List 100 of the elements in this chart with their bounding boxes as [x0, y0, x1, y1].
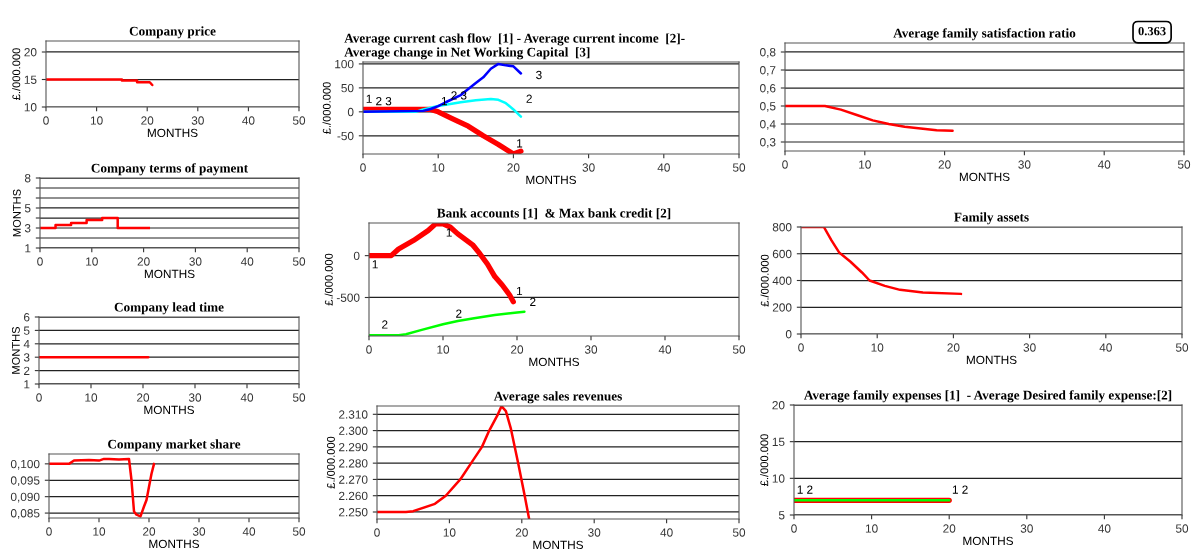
chart-title: Family assets [954, 212, 1029, 225]
text: 1 [372, 260, 378, 269]
y-tick-label: 2 [24, 366, 30, 375]
x-tick-label: 50 [1175, 343, 1189, 352]
y-tick-label: 3 [24, 224, 31, 233]
y-tick-label: 5 [24, 204, 31, 213]
chart-title: Company market share [108, 439, 241, 452]
text: 2 [962, 485, 968, 494]
x-tick-label: 20 [507, 163, 520, 172]
x-tick-label: 30 [582, 163, 595, 172]
y-axis-title: £./000.000 [760, 254, 769, 307]
y-axis-title: MONTHS [12, 189, 21, 237]
x-tick-label: 30 [191, 116, 204, 125]
x-tick-label: 0 [46, 527, 52, 536]
y-tick-label: 100 [335, 59, 354, 69]
y-axis-title: £./000.000 [760, 434, 769, 486]
line-series [785, 104, 954, 132]
x-tick-label: 30 [188, 393, 202, 402]
x-axis-title: MONTHS [963, 536, 1014, 546]
y-tick-label: 0,4 [760, 120, 776, 130]
y-tick-label: 20 [772, 401, 785, 410]
text: 2 [376, 96, 382, 106]
x-tick-label: 10 [859, 160, 871, 169]
y-tick-label: 6 [24, 313, 30, 322]
text: 2 [526, 94, 532, 103]
y-axis-title: £./000.000 [326, 436, 335, 489]
x-tick-label: 20 [938, 160, 951, 169]
x-tick-label: 40 [240, 393, 254, 402]
y-tick-label: -50 [337, 131, 354, 141]
x-tick-label: 30 [1023, 343, 1036, 352]
y-axis-title: £./000.000 [12, 48, 21, 100]
x-tick-label: 30 [588, 528, 601, 537]
x-tick-label: 30 [189, 257, 202, 266]
x-axis-title: MONTHS [144, 269, 195, 279]
y-tick-label: 2.260 [339, 491, 368, 501]
y-tick-label: 1 [24, 380, 30, 389]
y-tick-label: 2.250 [339, 508, 368, 517]
chart-title: Average sales revenues [493, 391, 622, 404]
line-series [49, 457, 156, 518]
y-tick-label: 0,3 [760, 138, 776, 148]
x-tick-label: 50 [732, 528, 746, 537]
chart-title: Company terms of payment [91, 163, 249, 176]
x-axis-title: MONTHS [959, 172, 1010, 182]
x-axis-title: MONTHS [147, 128, 198, 138]
text: 2 [530, 297, 536, 306]
y-tick-label: 5 [23, 326, 30, 335]
y-tick-label: 4 [23, 339, 30, 349]
x-tick-label: 50 [292, 527, 306, 536]
y-tick-label: -500 [336, 293, 360, 302]
x-axis-title: MONTHS [149, 539, 200, 549]
x-axis-title: MONTHS [966, 355, 1017, 365]
series-label: 2 [456, 309, 462, 318]
x-tick-label: 0 [798, 343, 804, 352]
series-label: 1 [517, 139, 523, 148]
text: 2 [382, 320, 388, 329]
x-tick-label: 10 [90, 116, 103, 125]
x-tick-label: 50 [732, 345, 746, 354]
x-axis-title: MONTHS [529, 357, 580, 367]
line-series [369, 310, 526, 336]
x-tick-label: 10 [86, 257, 98, 266]
text: 3 [536, 70, 542, 80]
x-tick-label: 50 [292, 393, 306, 402]
chart-title: Average family expenses [1] - Average Desired family expense:[2] [803, 390, 1172, 403]
y-tick-label: 3 [23, 353, 30, 362]
x-tick-label: 50 [732, 163, 746, 172]
y-tick-label: 0,090 [10, 492, 40, 503]
x-tick-label: 40 [657, 163, 670, 172]
x-tick-label: 20 [511, 345, 524, 354]
x-tick-label: 20 [515, 528, 528, 537]
y-tick-label: 2.300 [339, 426, 368, 435]
y-tick-label: 15 [772, 437, 785, 447]
y-tick-label: 0 [785, 330, 792, 339]
x-tick-label: 20 [141, 116, 154, 125]
series-label: 1 [446, 228, 452, 237]
x-tick-label: 10 [432, 163, 445, 172]
y-tick-label: 5 [778, 511, 785, 520]
y-tick-label: 2.310 [339, 410, 368, 419]
x-tick-label: 40 [660, 528, 673, 537]
y-tick-label: 200 [772, 303, 792, 312]
series-label: 1 [797, 485, 803, 494]
y-tick-label: 1 [25, 244, 31, 253]
x-tick-label: 30 [1020, 524, 1033, 533]
x-axis-title: MONTHS [533, 540, 584, 550]
y-tick-label: 0,100 [10, 459, 40, 470]
line-series [363, 62, 523, 114]
y-tick-label: 0 [347, 107, 354, 117]
x-tick-label: 20 [143, 527, 156, 536]
x-tick-label: 50 [1177, 160, 1191, 169]
chart-title: Company lead time [114, 302, 224, 315]
x-tick-label: 10 [437, 345, 450, 354]
text: 1 [441, 97, 447, 106]
x-tick-label: 40 [1098, 524, 1111, 533]
y-axis-title: £./000.000 [324, 253, 333, 306]
x-tick-label: 20 [137, 393, 150, 402]
y-tick-label: 400 [772, 276, 792, 285]
y-tick-label: 800 [772, 223, 792, 232]
x-axis-title: MONTHS [526, 175, 577, 185]
x-tick-label: 20 [947, 343, 960, 352]
y-tick-label: 0,085 [10, 509, 40, 519]
chart-title: Company price [129, 26, 216, 39]
